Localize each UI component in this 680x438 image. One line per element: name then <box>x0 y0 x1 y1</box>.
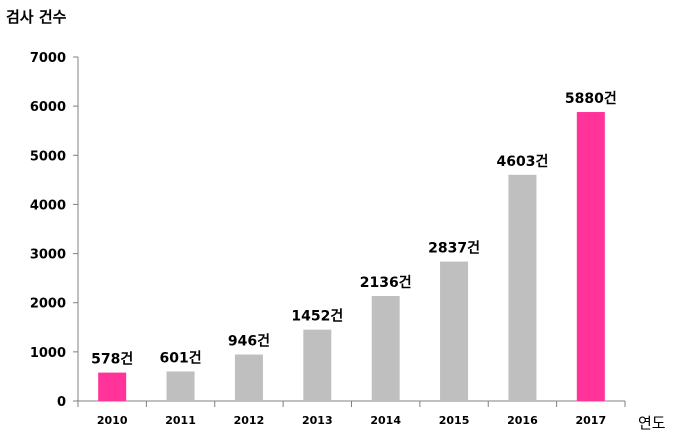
data-label: 2136건 <box>360 274 412 291</box>
x-tick-label: 2015 <box>439 414 470 427</box>
bar <box>371 296 400 401</box>
bar <box>303 329 332 401</box>
y-tick-label: 2000 <box>30 297 66 312</box>
bar <box>508 174 537 401</box>
data-label: 578건 <box>91 351 133 368</box>
bar <box>440 261 469 401</box>
bar <box>234 354 263 401</box>
labels: 2010 578건 2011 601건 2012 946건 2013 1452건 2014 213… <box>91 90 617 427</box>
data-label: 5880건 <box>565 90 617 107</box>
x-tick-label: 2013 <box>302 414 333 427</box>
y-tick-label: 3000 <box>30 248 66 263</box>
data-label: 4603건 <box>497 153 549 170</box>
y-tick-label: 4000 <box>30 198 66 213</box>
axes: 0 1000 2000 3000 4000 5000 6000 7000 <box>30 51 626 410</box>
bars <box>98 112 605 401</box>
x-tick-label: 2010 <box>97 414 128 427</box>
x-tick-label: 2014 <box>370 414 401 427</box>
x-axis-label: 연도 <box>638 414 666 432</box>
y-tick-label: 0 <box>57 395 66 410</box>
y-tick-label: 6000 <box>30 100 66 115</box>
y-tick-label: 1000 <box>30 346 66 361</box>
data-label: 946건 <box>228 333 270 350</box>
bar <box>576 112 605 401</box>
y-tick-label: 5000 <box>30 149 66 164</box>
x-tick-label: 2011 <box>165 414 196 427</box>
bar <box>98 372 127 401</box>
x-tick-label: 2012 <box>234 414 265 427</box>
data-label: 1452건 <box>291 308 343 325</box>
data-label: 601건 <box>160 349 202 366</box>
bar <box>166 371 195 401</box>
x-tick-label: 2017 <box>576 414 607 427</box>
y-tick-label: 7000 <box>30 51 66 66</box>
x-tick-label: 2016 <box>507 414 538 427</box>
y-axis-label: 검사 건수 <box>6 8 67 26</box>
data-label: 2837건 <box>428 240 480 257</box>
